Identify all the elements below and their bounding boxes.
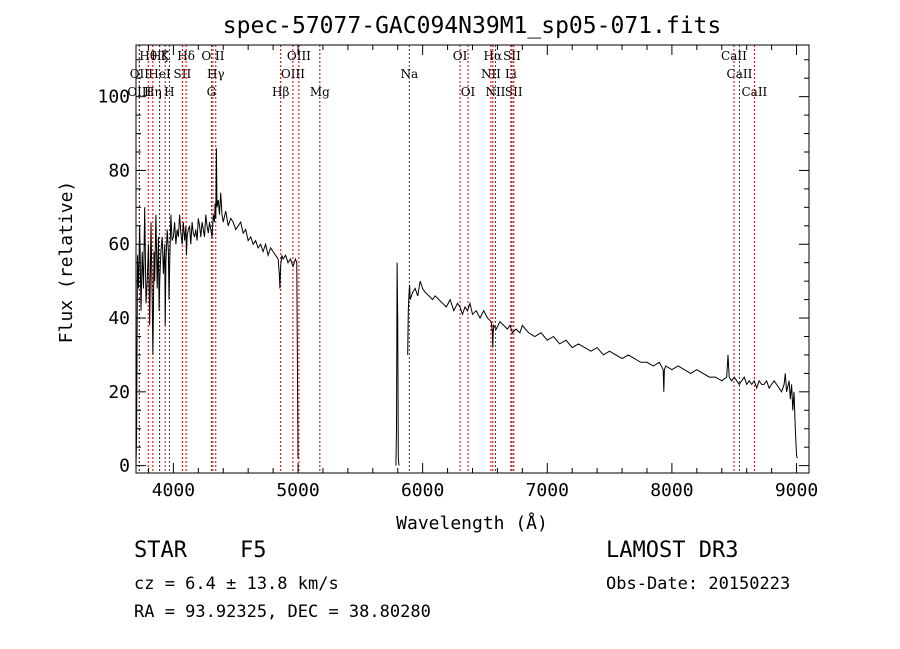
object-subclass: F5	[240, 538, 267, 563]
x-tick-label: 8000	[650, 480, 693, 501]
line-label: OIII	[281, 67, 305, 81]
coordinates: RA = 93.92325, DEC = 38.80280	[134, 602, 431, 622]
line-label: OI	[461, 85, 476, 99]
line-label: Hη	[144, 85, 162, 99]
line-label: Hθ	[139, 49, 157, 63]
y-tick-label: 80	[108, 160, 130, 181]
line-label: HeI	[148, 67, 171, 81]
spectrum-segment	[395, 262, 400, 466]
spectral-line-markers	[138, 45, 755, 473]
y-tick-label: 40	[108, 308, 130, 329]
y-axis-ticks: 0 20 40 60 80 100	[97, 59, 809, 477]
y-tick-label: 20	[108, 382, 130, 403]
line-label: OII	[130, 67, 150, 81]
x-tick-label: 5000	[276, 480, 319, 501]
x-tick-label: 6000	[401, 480, 444, 501]
line-label: NII	[485, 85, 505, 99]
line-label: Na	[400, 67, 418, 81]
x-axis-label: Wavelength (Å)	[396, 512, 548, 534]
line-label: Li	[505, 67, 517, 81]
y-tick-label: 100	[97, 87, 130, 108]
line-label: CaII	[727, 67, 753, 81]
redshift-value: cz = 6.4 ± 13.8 km/s	[134, 574, 339, 594]
x-axis-ticks: 4000 5000 6000 7000 8000 9000	[147, 45, 818, 501]
line-label: SII	[174, 67, 192, 81]
line-label: OIII	[127, 85, 151, 99]
line-label: OI	[453, 49, 468, 63]
object-class: STAR	[134, 538, 187, 563]
line-label: CaII	[721, 49, 747, 63]
x-tick-label: 7000	[526, 480, 569, 501]
y-axis-label: Flux (relative)	[56, 181, 77, 344]
chart-title: spec-57077-GAC094N39M1_sp05-071.fits	[223, 13, 722, 39]
y-tick-label: 0	[119, 456, 130, 477]
line-label: CaII	[741, 85, 767, 99]
line-label: NII	[481, 67, 501, 81]
line-label: Hγ	[207, 67, 225, 81]
line-label: Hδ	[177, 49, 195, 63]
spectrum-segment	[407, 280, 798, 459]
line-label: G	[207, 85, 217, 99]
x-tick-label: 9000	[775, 480, 818, 501]
y-tick-label: 60	[108, 234, 130, 255]
spectrum-series	[135, 148, 798, 466]
line-label: O II	[201, 49, 224, 63]
observation-date: Obs-Date: 20150223	[606, 574, 791, 594]
line-label: SII	[505, 85, 523, 99]
survey-name: LAMOST DR3	[606, 538, 739, 563]
x-tick-label: 4000	[152, 480, 195, 501]
line-label: H	[164, 85, 174, 99]
plot-frame	[135, 44, 810, 474]
line-label: Hβ	[272, 85, 289, 99]
line-label: Hζ	[151, 49, 168, 63]
line-label: Mg	[310, 85, 330, 99]
line-label: OIII	[287, 49, 311, 63]
line-label: SII	[503, 49, 521, 63]
line-label: K	[161, 49, 171, 63]
line-label: Hα	[484, 49, 503, 63]
spectrum-segment	[135, 148, 299, 466]
